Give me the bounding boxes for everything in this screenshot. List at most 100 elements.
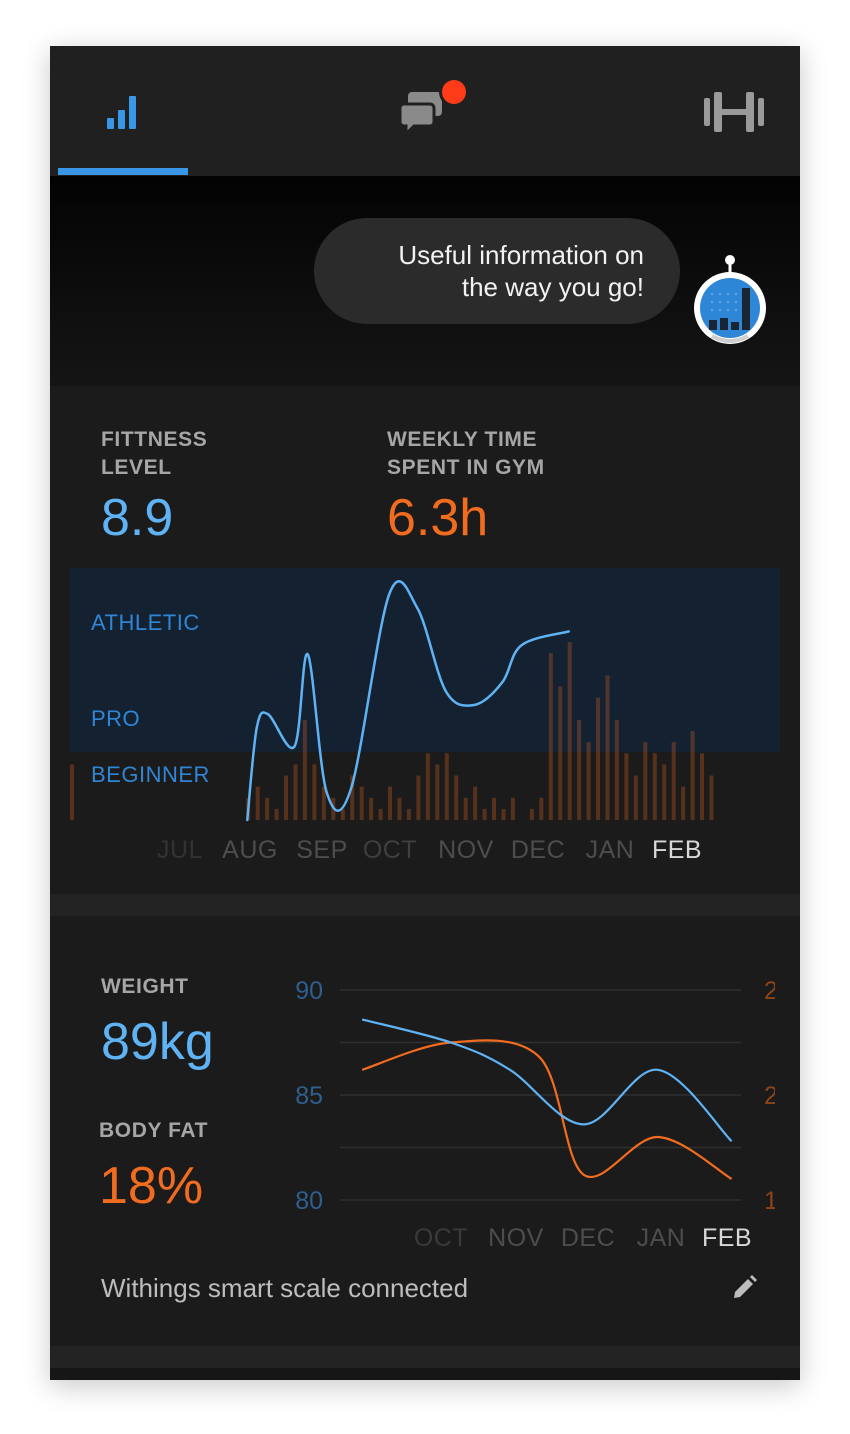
chat-bubbles-icon (398, 92, 442, 136)
gym-time-label: WEEKLY TIME SPENT IN GYM (387, 428, 545, 479)
gym-time-bar (539, 797, 544, 821)
gym-time-bar (700, 753, 704, 821)
gym-time-bar (548, 653, 553, 820)
weight-axis-tick: 85 (295, 1082, 323, 1110)
gym-time-bar (529, 808, 534, 820)
gym-time-bar (293, 764, 298, 820)
section-divider (50, 1346, 800, 1368)
weight-line (361, 1018, 733, 1142)
gym-time-bar (435, 764, 440, 820)
gym-time-bar (388, 786, 392, 820)
gym-time-bar (510, 797, 515, 821)
month-label: JAN (637, 1224, 686, 1252)
gym-time-bar (369, 797, 374, 821)
assistant-message-bubble: Useful information on the way you go! (314, 218, 680, 324)
gym-time-bar (652, 753, 657, 821)
weight-label: WEIGHT (101, 975, 189, 998)
fat-axis-tick: 15% (764, 1187, 775, 1215)
fat-axis-tick: 20% (764, 1082, 775, 1110)
gym-time-bar (302, 719, 307, 820)
zone-label: PRO (91, 706, 140, 731)
tab-stats[interactable] (58, 46, 188, 176)
weight-axis-tick: 90 (295, 977, 323, 1005)
zone-label: BEGINNER (91, 762, 210, 787)
body-composition-card: WEIGHT 89kg BODY FAT 18% 90 85 80 25% 20% 15%… (50, 916, 800, 1346)
weight-axis-tick: 80 (295, 1187, 323, 1215)
gym-time-bar (284, 775, 288, 820)
body-fat-line (361, 1039, 733, 1180)
athletic-zone-band (70, 568, 780, 752)
fitness-level-line (246, 580, 570, 822)
gym-time-bar (397, 797, 402, 821)
month-label: DEC (561, 1224, 615, 1252)
active-tab-indicator (58, 168, 188, 175)
scale-status-text: Withings smart scale connected (101, 1273, 469, 1303)
tab-messages[interactable] (360, 46, 490, 176)
gym-time-bar (378, 808, 383, 820)
gym-time-bar (359, 786, 364, 820)
gym-time-bar (643, 742, 648, 820)
message-line-2: the way you go! (461, 272, 644, 302)
gym-time-bar (681, 786, 686, 820)
gym-time-bar (340, 808, 345, 820)
tab-bar (50, 46, 800, 176)
robot-icon[interactable] (690, 252, 772, 346)
month-label: JAN (586, 836, 635, 864)
gym-time-bar (321, 786, 326, 820)
gym-time-bar (662, 764, 667, 820)
zone-label: ATHLETIC (91, 610, 200, 635)
gym-time-bar (567, 642, 572, 820)
gym-time-bar (473, 786, 478, 820)
gym-time-bar (255, 786, 260, 820)
gym-time-bar (274, 808, 279, 820)
gym-time-bar (671, 742, 676, 820)
gym-time-bar (709, 775, 714, 820)
gym-time-bar (558, 686, 563, 820)
gym-time-bar (350, 775, 355, 820)
gym-time-bar (265, 797, 270, 821)
month-label: SEP (296, 836, 348, 864)
section-divider (50, 894, 800, 916)
phone-screen: Useful information on the way you go! FI… (50, 46, 800, 1380)
notification-dot (442, 80, 466, 104)
gym-time-bar (416, 775, 421, 820)
gym-time-bar (425, 753, 430, 821)
pencil-icon[interactable] (730, 1274, 758, 1302)
month-label: OCT (363, 836, 417, 864)
fitness-level-value: 8.9 (101, 489, 174, 547)
month-label: JUL (157, 836, 203, 864)
assistant-message-area: Useful information on the way you go! (50, 176, 800, 386)
gym-time-bar (633, 775, 638, 820)
gym-time-bar (406, 808, 411, 820)
month-label: FEB (652, 836, 702, 864)
gym-time-value: 6.3h (387, 489, 489, 547)
message-line-1: Useful information on (398, 240, 644, 270)
gym-time-bar (501, 808, 506, 820)
gym-time-bar (605, 675, 610, 820)
fitness-chart: ATHLETIC PRO BEGINNER JUL AUG SEP OCT NOV DEC JAN… (70, 568, 780, 864)
body-fat-value: 18% (99, 1157, 204, 1215)
gym-time-bar (586, 742, 591, 820)
tab-workouts[interactable] (662, 46, 792, 176)
bar-chart-icon (107, 96, 136, 129)
gym-time-bar (482, 808, 487, 820)
weight-value: 89kg (101, 1013, 214, 1071)
gym-time-bar (690, 731, 695, 820)
gym-time-bar (444, 753, 449, 821)
weight-chart: 90 85 80 25% 20% 15% OCT NOV DEC JAN FEB (295, 977, 775, 1252)
gym-time-bar (492, 797, 496, 821)
fitness-level-label: FITTNESS LEVEL (101, 428, 208, 479)
dumbbell-icon (704, 92, 764, 132)
month-label: NOV (488, 1224, 544, 1252)
gym-time-bar (463, 797, 468, 821)
gym-time-bar (614, 719, 619, 820)
month-label: FEB (702, 1224, 752, 1252)
month-label: DEC (511, 836, 565, 864)
gym-time-bar (312, 764, 317, 820)
month-label: NOV (438, 836, 494, 864)
body-fat-label: BODY FAT (99, 1119, 209, 1142)
gym-time-bar (596, 697, 600, 820)
gym-time-bar (577, 719, 582, 820)
month-label: AUG (222, 836, 278, 864)
month-label: OCT (414, 1224, 468, 1252)
